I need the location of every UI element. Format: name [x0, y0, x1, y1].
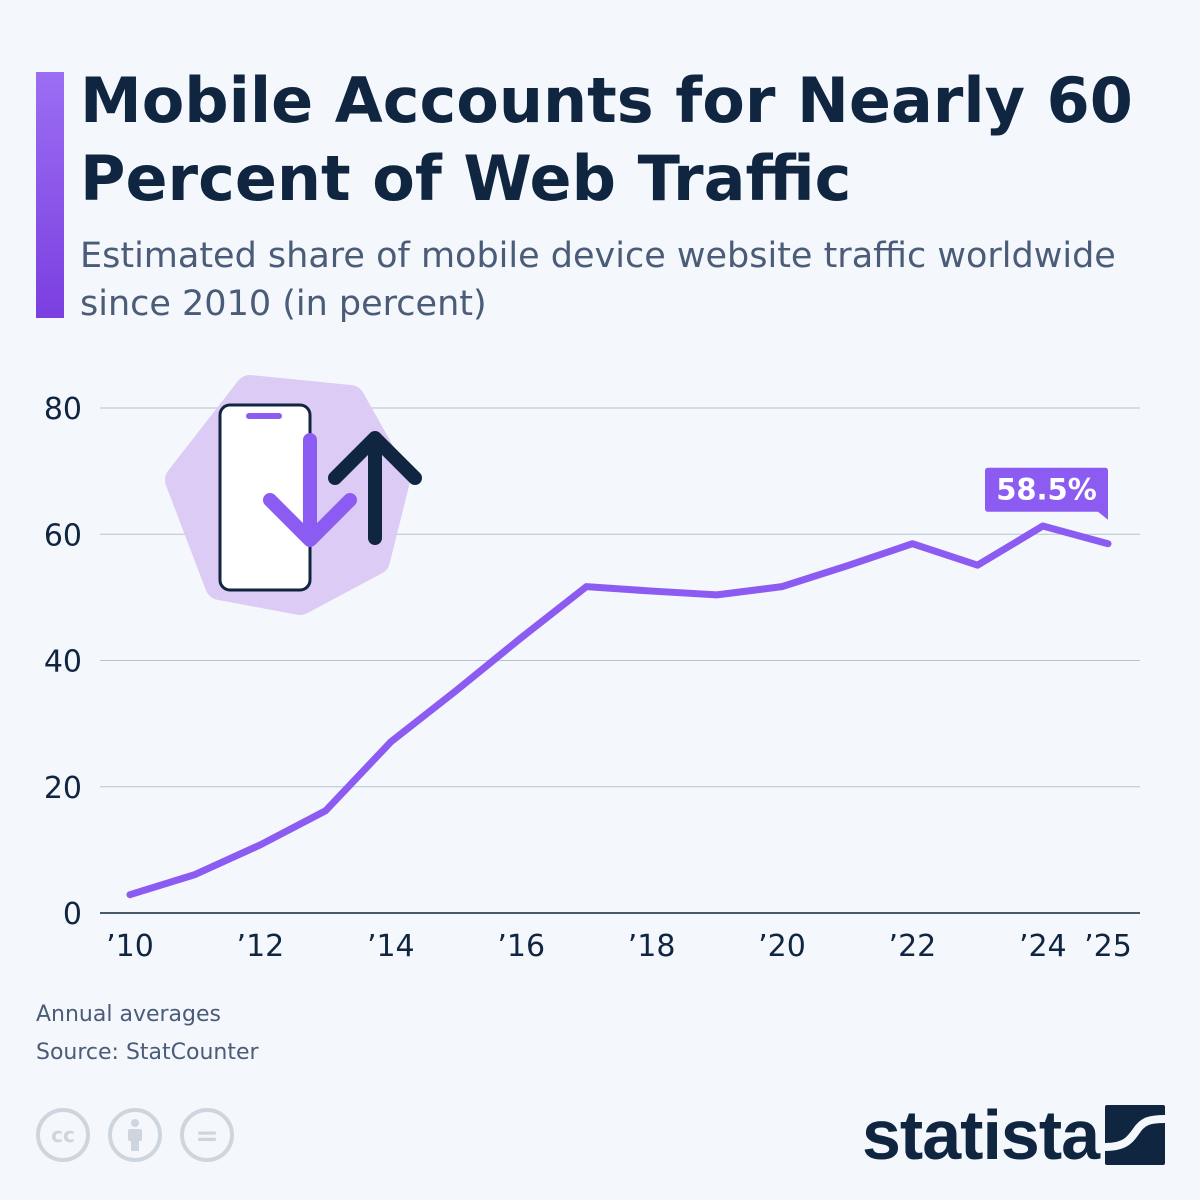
x-tick-label: ’10 [106, 929, 154, 964]
x-tick-label: ’16 [497, 929, 545, 964]
data-point [127, 891, 133, 898]
series-line [126, 522, 1112, 899]
data-point [974, 562, 981, 569]
data-point [192, 871, 199, 878]
x-tick-label: ’25 [1084, 929, 1132, 964]
annotation-label: 58.5% [996, 473, 1097, 507]
y-tick-label: 20 [44, 771, 82, 806]
cc-icon[interactable]: cc [36, 1108, 90, 1162]
y-tick-label: 80 [44, 392, 82, 427]
value-annotation: 58.5% [985, 467, 1108, 520]
page-title: Mobile Accounts for Nearly 60 Percent of… [80, 64, 1133, 215]
accent-bar [36, 72, 64, 318]
x-tick-label: ’12 [237, 929, 285, 964]
arrow-down-icon [263, 433, 357, 547]
data-point [713, 591, 720, 598]
y-tick-label: 60 [44, 518, 82, 553]
x-tick-label: ’18 [628, 929, 676, 964]
attribution-icon[interactable] [108, 1108, 162, 1162]
y-tick-label: 40 [44, 645, 82, 680]
data-point [844, 562, 851, 569]
data-point [1105, 540, 1111, 547]
mobile-traffic-icon [165, 375, 422, 615]
no-derivatives-icon[interactable]: = [180, 1108, 234, 1162]
arrow-up-icon [328, 431, 422, 545]
statista-logo[interactable]: statista [862, 1096, 1100, 1174]
y-tick-label: 0 [63, 897, 82, 932]
data-point [583, 583, 590, 590]
x-tick-label: ’20 [758, 929, 806, 964]
statista-logo-mark [1105, 1105, 1165, 1165]
x-tick-label: ’14 [367, 929, 415, 964]
data-point [909, 540, 916, 547]
chart-note: Annual averages [36, 1002, 221, 1027]
x-tick-label: ’24 [1019, 929, 1067, 964]
data-point [453, 687, 459, 694]
x-tick-label: ’22 [889, 929, 937, 964]
data-point [322, 807, 329, 814]
data-point [648, 588, 655, 595]
page-subtitle: Estimated share of mobile device website… [80, 236, 1116, 324]
data-point [1039, 523, 1046, 530]
data-point [779, 583, 785, 590]
data-point [387, 738, 394, 745]
data-point [257, 841, 264, 848]
data-point [518, 634, 525, 641]
source-link[interactable]: Source: StatCounter [36, 1040, 259, 1065]
